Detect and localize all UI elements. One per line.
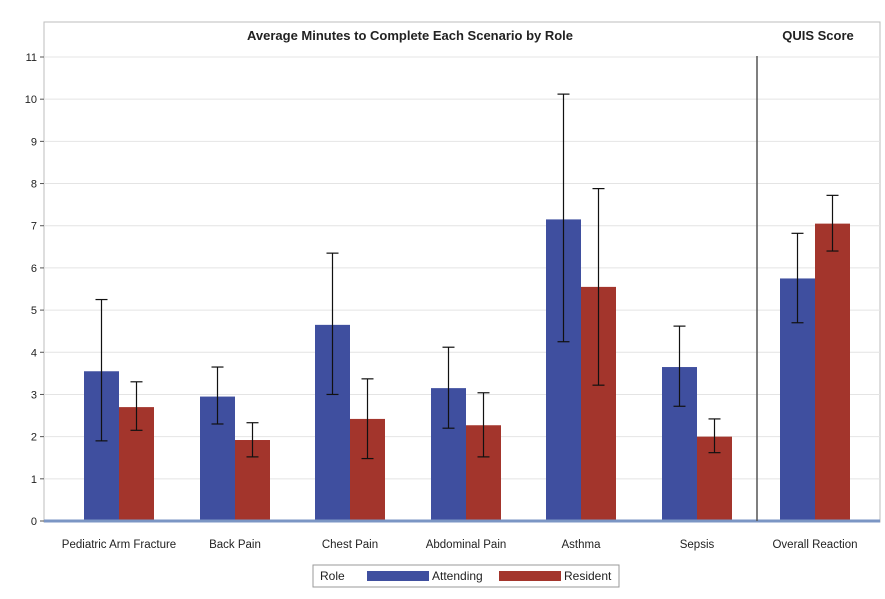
y-tick-label: 4 [31,347,37,359]
error-bars [95,93,839,460]
legend-label-attending: Attending [432,569,483,583]
y-tick-label: 1 [31,474,37,486]
y-tick-label: 0 [31,516,37,528]
legend-title: Role [320,569,345,583]
panel-title: QUIS Score [782,28,854,43]
y-tick-label: 9 [31,136,37,148]
error-bar-attending [442,346,455,429]
error-bar-resident [708,418,721,454]
legend-label-resident: Resident [564,569,612,583]
error-bar-attending [211,366,224,425]
error-bar-resident [826,194,839,252]
y-tick-label: 10 [25,94,37,106]
error-bar-attending [557,93,570,343]
y-tick-label: 11 [26,52,37,64]
error-bar-attending [791,232,804,324]
x-tick-label: Back Pain [209,539,261,551]
error-bar-resident [477,392,490,458]
legend-swatch-attending [367,571,429,581]
error-bar-resident [130,381,143,431]
x-tick-label: Asthma [562,539,602,551]
error-bar-resident [592,188,605,386]
x-tick-label: Overall Reaction [772,539,857,551]
y-axis-ticks: 0 1 2 3 4 5 6 7 8 9 10 11 [25,52,44,528]
x-tick-label: Abdominal Pain [426,539,507,551]
y-tick-label: 5 [31,305,37,317]
error-bar-attending [326,252,339,396]
bars [84,219,850,522]
y-tick-label: 7 [31,221,37,233]
y-tick-label: 6 [31,263,37,275]
chart-title: Average Minutes to Complete Each Scenari… [247,28,573,43]
error-bar-resident [246,422,259,458]
x-axis-labels: Pediatric Arm Fracture Back Pain Chest Pai… [62,539,858,551]
legend-swatch-resident [499,571,561,581]
y-tick-label: 3 [31,389,37,401]
legend: Role Attending Resident [312,564,620,588]
y-tick-label: 2 [31,432,37,444]
x-tick-label: Pediatric Arm Fracture [62,539,176,551]
x-tick-label: Chest Pain [322,539,378,551]
gridlines [44,56,880,480]
y-tick-label: 8 [31,179,37,191]
error-bar-attending [95,298,108,442]
legend-box [312,564,620,588]
x-tick-label: Sepsis [680,539,715,551]
error-bar-attending [673,325,686,407]
error-bar-resident [361,378,374,460]
bar-resident [815,223,850,522]
